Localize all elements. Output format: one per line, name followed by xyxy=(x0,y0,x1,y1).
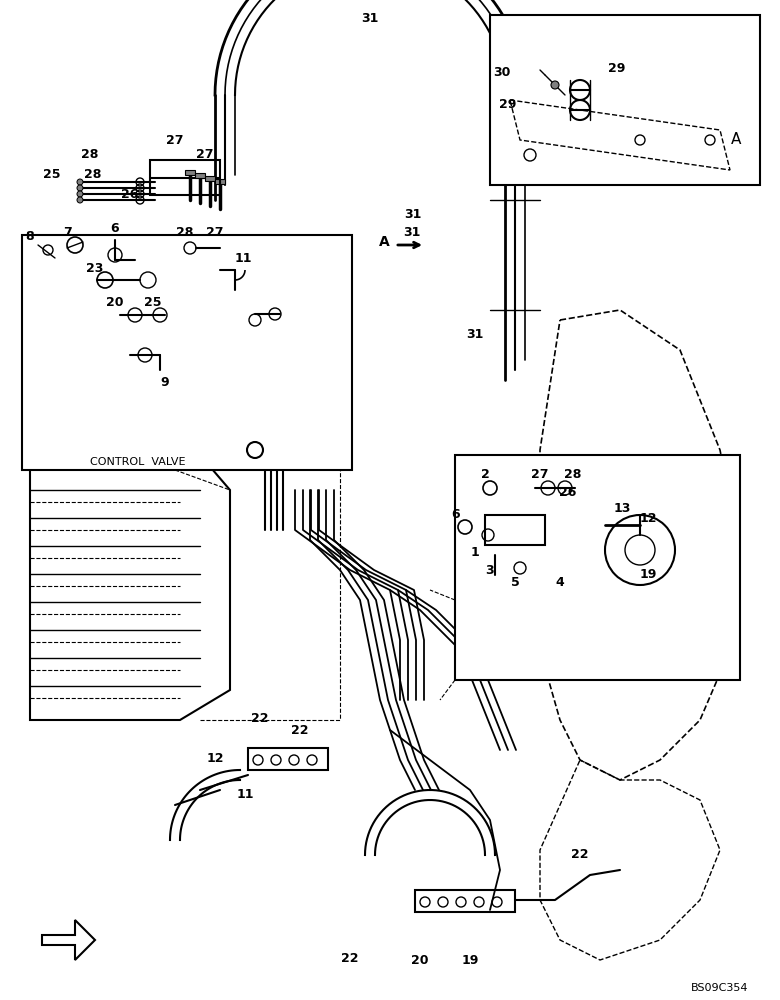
Text: BS09C354: BS09C354 xyxy=(691,983,749,993)
Text: 27: 27 xyxy=(197,148,214,161)
Text: 28: 28 xyxy=(84,168,101,182)
Text: A: A xyxy=(731,132,741,147)
Text: 12: 12 xyxy=(640,512,657,524)
Polygon shape xyxy=(42,920,95,960)
FancyBboxPatch shape xyxy=(22,235,352,470)
Text: 25: 25 xyxy=(144,296,161,310)
Text: 4: 4 xyxy=(555,576,565,588)
Circle shape xyxy=(77,185,83,191)
Text: 27: 27 xyxy=(206,226,224,238)
Text: 7: 7 xyxy=(64,226,73,238)
Text: 30: 30 xyxy=(493,66,511,79)
Text: 2: 2 xyxy=(480,468,489,482)
Text: 19: 19 xyxy=(640,568,657,580)
Bar xyxy=(248,748,328,770)
Text: 22: 22 xyxy=(291,724,309,736)
Text: 25: 25 xyxy=(43,168,61,182)
Text: 28: 28 xyxy=(81,148,99,161)
Text: 12: 12 xyxy=(206,752,224,764)
Circle shape xyxy=(77,179,83,185)
Text: 6: 6 xyxy=(111,222,119,234)
Bar xyxy=(205,176,215,181)
Text: 19: 19 xyxy=(461,954,479,966)
Bar xyxy=(215,179,225,184)
Text: CONTROL  VALVE: CONTROL VALVE xyxy=(90,457,186,467)
Text: 8: 8 xyxy=(26,231,34,243)
Text: 29: 29 xyxy=(608,62,626,75)
Text: 13: 13 xyxy=(613,502,631,514)
Text: 5: 5 xyxy=(511,576,519,588)
Text: 23: 23 xyxy=(87,261,104,274)
Text: 31: 31 xyxy=(403,226,420,238)
Text: 20: 20 xyxy=(106,296,124,310)
Text: 26: 26 xyxy=(559,486,576,498)
Text: 22: 22 xyxy=(342,952,359,964)
Bar xyxy=(195,173,205,178)
Text: 9: 9 xyxy=(161,376,169,389)
Text: 27: 27 xyxy=(531,468,549,482)
Text: 31: 31 xyxy=(361,11,378,24)
Bar xyxy=(485,515,545,545)
Text: 22: 22 xyxy=(571,848,589,861)
Bar xyxy=(415,890,515,912)
Circle shape xyxy=(77,197,83,203)
Bar xyxy=(150,160,220,195)
Text: 1: 1 xyxy=(470,546,480,558)
Text: 22: 22 xyxy=(251,712,269,724)
Text: A: A xyxy=(378,235,389,249)
Circle shape xyxy=(77,191,83,197)
Text: 26: 26 xyxy=(122,188,139,202)
Text: 11: 11 xyxy=(234,251,252,264)
Text: 6: 6 xyxy=(452,508,460,522)
FancyBboxPatch shape xyxy=(490,15,760,185)
Text: 3: 3 xyxy=(486,564,495,576)
Circle shape xyxy=(551,81,559,89)
Text: 28: 28 xyxy=(176,226,193,238)
Text: 31: 31 xyxy=(466,328,484,342)
Text: 27: 27 xyxy=(166,133,184,146)
Text: 28: 28 xyxy=(564,468,582,482)
Bar xyxy=(185,170,195,175)
FancyBboxPatch shape xyxy=(455,455,740,680)
Text: 29: 29 xyxy=(499,99,516,111)
Text: 20: 20 xyxy=(411,954,429,966)
Text: 11: 11 xyxy=(236,788,254,802)
Text: 31: 31 xyxy=(404,209,422,222)
